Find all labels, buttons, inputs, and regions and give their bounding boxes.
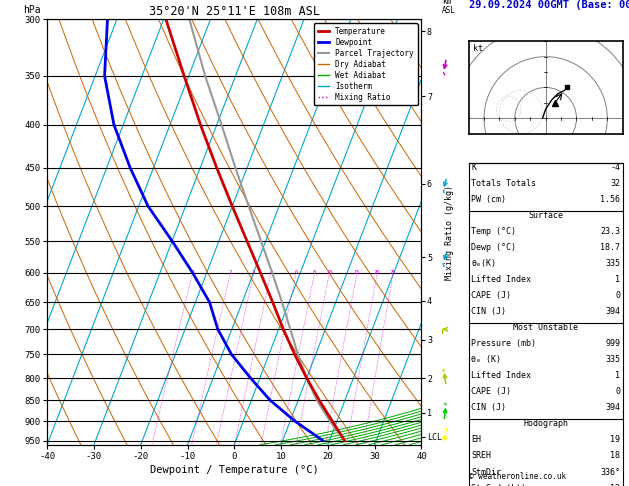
Text: Totals Totals: Totals Totals	[471, 179, 536, 188]
Text: Surface: Surface	[528, 211, 563, 220]
Text: 335: 335	[605, 355, 620, 364]
Text: θₑ (K): θₑ (K)	[471, 355, 501, 364]
Text: 4: 4	[269, 270, 272, 275]
Text: 8: 8	[313, 270, 316, 275]
Text: 15: 15	[353, 270, 360, 275]
Text: Pressure (mb): Pressure (mb)	[471, 339, 536, 348]
Text: CIN (J): CIN (J)	[471, 307, 506, 316]
Text: Temp (°C): Temp (°C)	[471, 227, 516, 236]
Title: 35°20'N 25°11'E 108m ASL: 35°20'N 25°11'E 108m ASL	[149, 5, 320, 18]
Text: 12: 12	[610, 484, 620, 486]
Text: CAPE (J): CAPE (J)	[471, 387, 511, 397]
Text: 20: 20	[374, 270, 381, 275]
Text: 1: 1	[191, 270, 194, 275]
Text: 29.09.2024 00GMT (Base: 00): 29.09.2024 00GMT (Base: 00)	[469, 0, 629, 10]
X-axis label: Dewpoint / Temperature (°C): Dewpoint / Temperature (°C)	[150, 465, 319, 475]
Text: 1: 1	[615, 275, 620, 284]
Text: 0: 0	[615, 291, 620, 300]
Text: -4: -4	[610, 163, 620, 172]
Text: hPa: hPa	[23, 5, 40, 15]
Text: StmSpd (kt): StmSpd (kt)	[471, 484, 526, 486]
Text: 18.7: 18.7	[600, 243, 620, 252]
Text: km
ASL: km ASL	[442, 0, 456, 15]
Text: 394: 394	[605, 403, 620, 413]
Y-axis label: Mixing Ratio (g/kg): Mixing Ratio (g/kg)	[445, 185, 454, 279]
Text: CIN (J): CIN (J)	[471, 403, 506, 413]
Text: PW (cm): PW (cm)	[471, 195, 506, 204]
Text: CAPE (J): CAPE (J)	[471, 291, 511, 300]
Text: Hodograph: Hodograph	[523, 419, 568, 429]
Legend: Temperature, Dewpoint, Parcel Trajectory, Dry Adiabat, Wet Adiabat, Isotherm, Mi: Temperature, Dewpoint, Parcel Trajectory…	[314, 23, 418, 105]
Text: kt: kt	[473, 44, 483, 53]
Text: StmDir: StmDir	[471, 468, 501, 477]
Text: 2: 2	[229, 270, 232, 275]
Text: 1: 1	[615, 371, 620, 381]
Text: 336°: 336°	[600, 468, 620, 477]
Text: θₑ(K): θₑ(K)	[471, 259, 496, 268]
Text: Lifted Index: Lifted Index	[471, 275, 531, 284]
Text: 23.3: 23.3	[600, 227, 620, 236]
Text: Dewp (°C): Dewp (°C)	[471, 243, 516, 252]
Text: 394: 394	[605, 307, 620, 316]
Text: 19: 19	[610, 435, 620, 445]
Text: 6: 6	[294, 270, 298, 275]
Text: © weatheronline.co.uk: © weatheronline.co.uk	[469, 472, 565, 481]
Text: SREH: SREH	[471, 451, 491, 461]
Text: K: K	[471, 163, 476, 172]
Text: 999: 999	[605, 339, 620, 348]
Text: Lifted Index: Lifted Index	[471, 371, 531, 381]
Text: 18: 18	[610, 451, 620, 461]
Text: EH: EH	[471, 435, 481, 445]
Text: 335: 335	[605, 259, 620, 268]
Text: 25: 25	[390, 270, 396, 275]
Text: 3: 3	[252, 270, 255, 275]
Text: Most Unstable: Most Unstable	[513, 323, 578, 332]
Text: 10: 10	[326, 270, 333, 275]
Text: 32: 32	[610, 179, 620, 188]
Text: 0: 0	[615, 387, 620, 397]
Text: 1.56: 1.56	[600, 195, 620, 204]
